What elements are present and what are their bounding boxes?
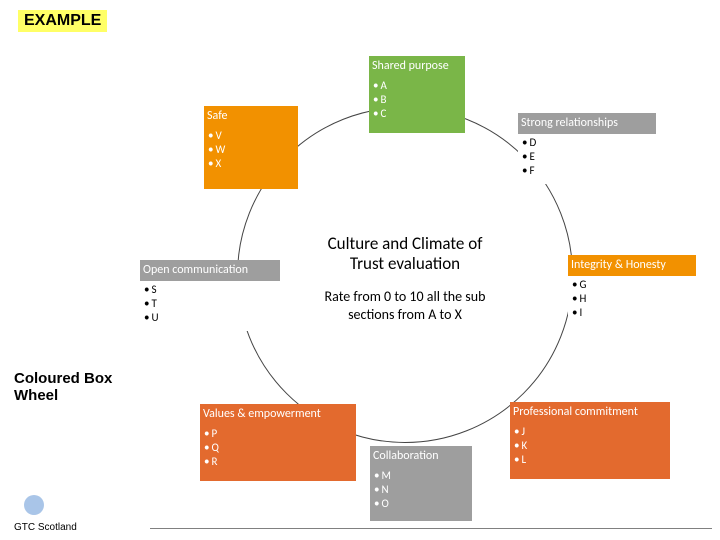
card-item: O xyxy=(374,497,470,511)
card-item: I xyxy=(572,306,694,320)
card-title: Open communication xyxy=(140,260,280,281)
card-body: DEF xyxy=(518,134,656,184)
center-subtitle: Rate from 0 to 10 all the sub sections f… xyxy=(316,288,494,323)
card-body: ABC xyxy=(369,77,465,133)
example-badge: EXAMPLE xyxy=(18,10,107,32)
card-title: Collaboration xyxy=(370,446,472,467)
card-item: K xyxy=(514,439,668,453)
card-item: H xyxy=(572,292,694,306)
center-title: Culture and Climate of Trust evaluation xyxy=(320,234,490,275)
footer-text: GTC Scotland xyxy=(14,522,77,533)
caption-label: Coloured Box Wheel xyxy=(14,370,144,405)
card-item: M xyxy=(374,469,470,483)
card-item: S xyxy=(144,283,278,297)
card-open-communication: Open communicationSTU xyxy=(140,260,280,331)
card-item: W xyxy=(208,143,296,157)
card-item: F xyxy=(522,164,654,178)
card-title: Strong relationships xyxy=(518,113,656,134)
card-body: MNO xyxy=(370,467,472,521)
card-body: VWX xyxy=(204,127,298,189)
card-item: Q xyxy=(204,441,354,455)
card-body: PQR xyxy=(200,425,356,481)
card-strong-relationships: Strong relationshipsDEF xyxy=(518,113,656,184)
card-item: N xyxy=(374,483,470,497)
card-item: P xyxy=(204,427,354,441)
card-item: V xyxy=(208,129,296,143)
card-item: A xyxy=(373,79,463,93)
card-body: STU xyxy=(140,281,280,331)
card-item: L xyxy=(514,453,668,467)
card-title: Professional commitment xyxy=(510,402,670,423)
card-title: Safe xyxy=(204,106,298,127)
card-title: Integrity & Honesty xyxy=(568,255,696,276)
card-item: U xyxy=(144,311,278,325)
card-item: C xyxy=(373,107,463,121)
card-title: Values & empowerment xyxy=(200,404,356,425)
card-item: B xyxy=(373,93,463,107)
card-item: X xyxy=(208,157,296,171)
footer-rule xyxy=(150,528,712,529)
card-values-empowerment: Values & empowermentPQR xyxy=(200,404,356,481)
card-integrity-honesty: Integrity & HonestyGHI xyxy=(568,255,696,326)
card-body: JKL xyxy=(510,423,670,479)
card-item: T xyxy=(144,297,278,311)
card-item: E xyxy=(522,150,654,164)
card-item: D xyxy=(522,136,654,150)
card-professional-commitment: Professional commitmentJKL xyxy=(510,402,670,479)
card-collaboration: CollaborationMNO xyxy=(370,446,472,521)
card-safe: SafeVWX xyxy=(204,106,298,189)
card-title: Shared purpose xyxy=(369,56,465,77)
card-body: GHI xyxy=(568,276,696,326)
card-item: J xyxy=(514,425,668,439)
card-item: G xyxy=(572,278,694,292)
card-shared-purpose: Shared purposeABC xyxy=(369,56,465,133)
card-item: R xyxy=(204,455,354,469)
footer-dot-icon xyxy=(24,495,44,515)
